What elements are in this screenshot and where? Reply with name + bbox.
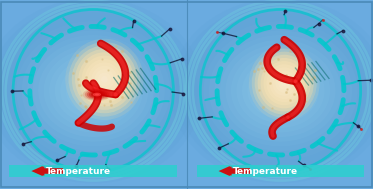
Ellipse shape: [11, 21, 176, 160]
Ellipse shape: [225, 44, 336, 137]
Ellipse shape: [275, 74, 293, 93]
Ellipse shape: [72, 46, 137, 113]
Ellipse shape: [192, 17, 369, 165]
Ellipse shape: [0, 3, 198, 179]
Ellipse shape: [95, 69, 114, 90]
Ellipse shape: [69, 42, 140, 117]
Ellipse shape: [242, 58, 319, 123]
FancyBboxPatch shape: [197, 165, 364, 177]
Ellipse shape: [83, 88, 111, 101]
Ellipse shape: [170, 0, 373, 183]
Ellipse shape: [22, 31, 165, 151]
Ellipse shape: [91, 92, 103, 97]
Ellipse shape: [255, 52, 314, 115]
Ellipse shape: [204, 26, 357, 156]
Ellipse shape: [272, 70, 296, 96]
Ellipse shape: [264, 61, 305, 105]
Ellipse shape: [231, 49, 330, 132]
Ellipse shape: [87, 90, 107, 99]
Ellipse shape: [49, 54, 137, 128]
Ellipse shape: [85, 59, 124, 100]
Ellipse shape: [16, 26, 170, 156]
Ellipse shape: [66, 68, 121, 114]
Ellipse shape: [214, 35, 347, 146]
Ellipse shape: [209, 31, 352, 151]
Ellipse shape: [281, 80, 287, 86]
Ellipse shape: [89, 91, 105, 98]
Ellipse shape: [252, 49, 317, 118]
Ellipse shape: [249, 45, 320, 121]
Ellipse shape: [95, 94, 99, 95]
Ellipse shape: [27, 35, 159, 146]
Ellipse shape: [248, 63, 313, 119]
Ellipse shape: [176, 3, 373, 179]
Ellipse shape: [236, 54, 325, 128]
Ellipse shape: [269, 67, 299, 99]
Ellipse shape: [198, 21, 363, 160]
Ellipse shape: [0, 7, 192, 174]
Ellipse shape: [93, 93, 101, 96]
Ellipse shape: [71, 72, 115, 109]
Ellipse shape: [181, 7, 373, 174]
Ellipse shape: [60, 63, 126, 119]
Ellipse shape: [253, 68, 308, 114]
Ellipse shape: [278, 77, 290, 89]
Ellipse shape: [88, 62, 121, 96]
Ellipse shape: [275, 86, 286, 95]
Ellipse shape: [269, 81, 291, 100]
Ellipse shape: [85, 89, 109, 100]
Ellipse shape: [98, 73, 111, 86]
Ellipse shape: [264, 77, 297, 105]
Ellipse shape: [0, 0, 203, 183]
Ellipse shape: [77, 77, 110, 105]
Ellipse shape: [261, 58, 308, 108]
FancyArrow shape: [31, 166, 44, 176]
Ellipse shape: [88, 86, 99, 95]
Text: Temperature: Temperature: [233, 167, 298, 176]
Ellipse shape: [187, 12, 373, 169]
Ellipse shape: [82, 56, 127, 103]
Ellipse shape: [44, 49, 143, 132]
Ellipse shape: [258, 72, 303, 109]
Ellipse shape: [267, 64, 302, 102]
Ellipse shape: [33, 40, 154, 142]
Ellipse shape: [38, 44, 148, 137]
Ellipse shape: [5, 17, 181, 165]
Ellipse shape: [220, 40, 341, 142]
Ellipse shape: [82, 81, 104, 100]
FancyArrow shape: [219, 166, 232, 176]
Text: Temperature: Temperature: [46, 167, 111, 176]
Ellipse shape: [101, 76, 108, 83]
Ellipse shape: [258, 55, 311, 112]
FancyBboxPatch shape: [9, 165, 177, 177]
Ellipse shape: [78, 52, 131, 106]
Ellipse shape: [75, 49, 134, 110]
Ellipse shape: [91, 66, 117, 93]
Ellipse shape: [65, 39, 144, 120]
Ellipse shape: [55, 58, 132, 123]
Ellipse shape: [0, 12, 187, 169]
